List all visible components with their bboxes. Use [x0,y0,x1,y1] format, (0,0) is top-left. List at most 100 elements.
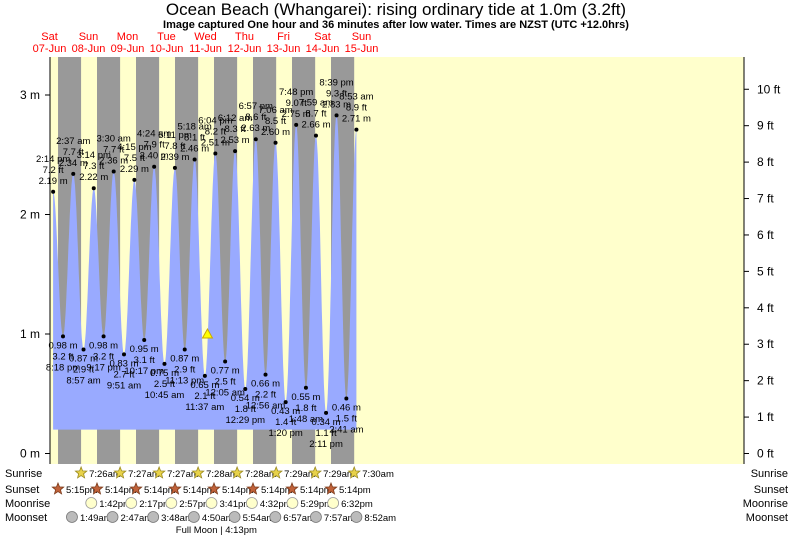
tide-point [101,334,106,339]
tide-point [71,171,76,176]
tide-m-label: 2.71 m [342,114,371,125]
tide-ft-label: 1.5 ft [336,414,357,425]
tide-m-label: 2.22 m [79,172,108,183]
moonset-time-label: 6:57am [283,513,315,524]
left-tick-label: 3 m [20,88,40,102]
chart-subtitle: Image captured One hour and 36 minutes a… [163,19,629,31]
tide-time-label: 12:05 am [205,387,245,398]
tide-point [354,127,359,132]
moonset-time-label: 4:50am [202,513,234,524]
sunrise-icon [191,465,205,479]
tide-point [60,334,65,339]
tide-point [192,157,197,162]
tide-ft-label: 2.5 ft [215,376,236,387]
day-date-label: 15-Jun [345,43,379,55]
tide-point [162,361,167,366]
moonrise-time-label: 3:41pm [219,499,251,510]
tide-ft-label: 8.5 ft [265,116,286,127]
moonrise-icon [286,497,299,509]
tide-point [263,372,268,377]
right-tick-label: 9 ft [757,119,774,133]
tide-time-label: 3:14 pm [77,150,111,161]
tide-ft-label: 1.1 ft [315,428,336,439]
tide-m-label: 2.46 m [180,144,209,155]
sunset-time-label: 5:14pm [300,485,332,496]
sunset-time-label: 5:15pm [66,485,98,496]
day-date-label: 07-Jun [33,43,67,55]
moonrise-row-label-right: Moonrise [743,498,788,510]
right-tick-label: 10 ft [757,82,781,96]
tide-time-label: 8:18 pm [46,362,80,373]
day-name-label: Sat [41,31,58,43]
sunrise-icon [152,465,166,479]
tide-ft-label: 2.9 ft [73,365,94,376]
tide-point [111,169,116,174]
tide-ft-label: 3.2 ft [52,351,73,362]
tide-curve [53,115,357,430]
tide-ft-label: 7.2 ft [43,165,64,176]
tide-point [344,396,349,401]
moonset-icon [66,511,78,523]
sunset-time-label: 5:14pm [105,485,137,496]
sunrise-time-label: 7:26am [89,469,121,480]
tide-point [294,122,299,127]
sunrise-icon [113,465,127,479]
tide-time-label: 4:15 pm [117,142,151,153]
tide-time-label: 12:56 am [246,401,286,412]
moonset-time-label: 5:54am [243,513,275,524]
tide-m-label: 0.65 m [190,380,219,391]
tide-ft-label: 3.1 ft [134,355,155,366]
tide-ft-label: 7.3 ft [83,161,104,172]
sunrise-icon [308,465,322,479]
moonset-icon [228,511,241,523]
tide-time-label: 2:14 pm [36,154,70,165]
tide-area [53,115,357,430]
sunrise-time-label: 7:29am [323,469,355,480]
tide-m-label: 0.55 m [291,392,320,403]
tide-m-label: 0.34 m [312,417,341,428]
tide-m-label: 2.66 m [301,120,330,131]
tide-ft-label: 1.8 ft [235,404,256,415]
left-tick-label: 0 m [20,447,40,461]
sunset-icon [207,481,221,495]
tide-ft-label: 9.3 ft [326,88,347,99]
tide-m-label: 0.95 m [130,344,159,355]
axes: 0 m 1 m 2 m 3 m 0 ft 1 ft 2 ft 3 ft 4 ft 5 ft 6 ft… [20,57,781,464]
moonset-icon [106,511,119,523]
sunset-time-label: 5:14pm [222,485,254,496]
right-tick-label: 0 ft [757,447,774,461]
tide-time-label: 12:29 pm [225,415,265,426]
tide-point [223,359,228,364]
moonrise-icon [165,497,178,509]
tide-point [334,113,339,118]
left-tick-label: 1 m [20,327,40,341]
tide-m-label: 0.54 m [231,393,260,404]
moonrise-time-label: 4:32pm [260,499,292,510]
tide-m-label: 2.51 m [201,138,230,149]
tide-point [91,186,96,191]
moonrise-time-label: 5:29pm [300,499,332,510]
tide-time-label: 10:17 pm [124,366,164,377]
day-name-label: Thu [235,31,254,43]
moonset-time-label: 3:48am [161,513,193,524]
tide-ft-label: 8.7 ft [305,109,326,120]
tide-m-label: 2.39 m [160,152,189,163]
tide-ft-label: 2.1 ft [194,391,215,402]
tide-time-label: 6:12 am [218,113,252,124]
tide-point [243,386,248,391]
tide-m-label: 2.36 m [99,155,128,166]
day-name-label: Fri [277,31,290,43]
moonrise-icon [125,497,138,509]
right-tick-label: 1 ft [757,410,774,424]
sunrise-time-label: 7:27am [167,469,199,480]
tide-time-label: 2:11 pm [309,439,343,450]
right-tick-label: 3 ft [757,337,774,351]
sunrise-time-label: 7:28am [206,469,238,480]
tide-time-label: 2:41 am [329,425,363,436]
day-date-label: 09-Jun [111,43,145,55]
tide-point [324,410,329,415]
day-date-label: 14-Jun [306,43,340,55]
tide-point [51,189,56,194]
sunset-icon [90,481,104,495]
tide-point [182,347,187,352]
